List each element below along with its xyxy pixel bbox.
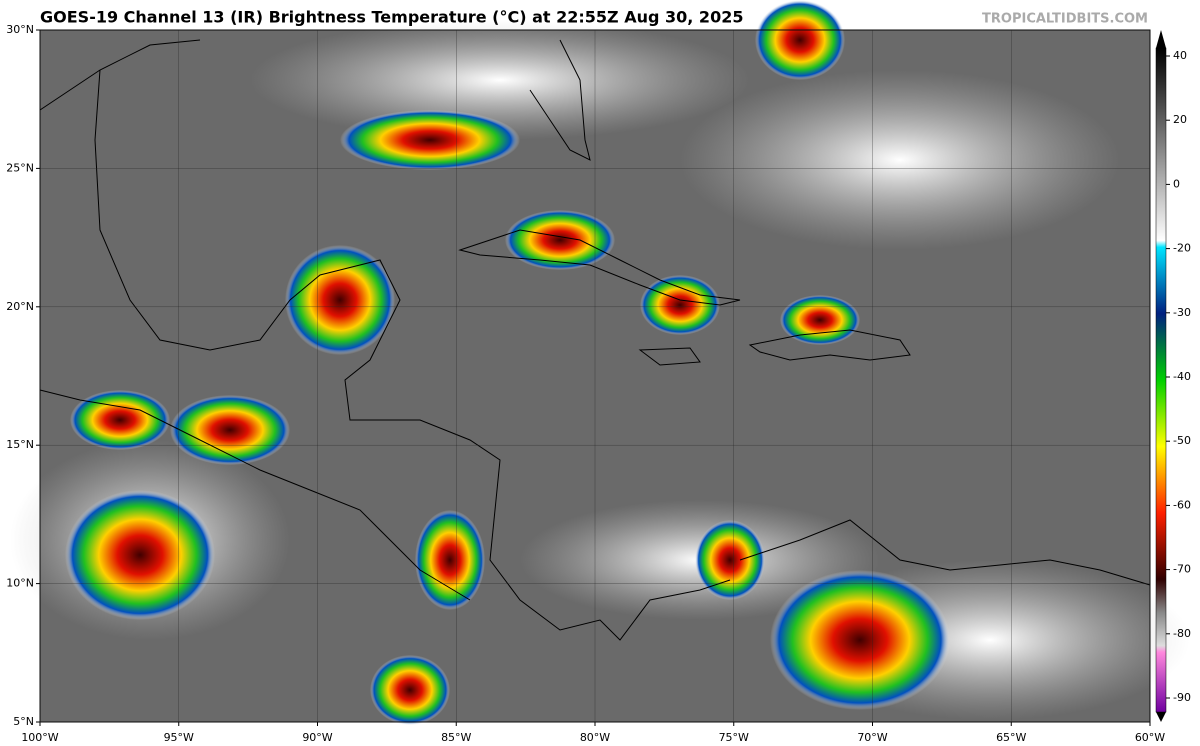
colorbar <box>1155 47 1167 713</box>
title: GOES-19 Channel 13 (IR) Brightness Tempe… <box>40 8 743 27</box>
colorbar-tick-label: -90 <box>1173 691 1191 704</box>
colorbar-tick-label: -50 <box>1173 434 1191 447</box>
colorbar-tick-label: -30 <box>1173 306 1191 319</box>
lon-tick-label: 80°W <box>580 731 610 744</box>
lon-tick-label: 100°W <box>21 731 58 744</box>
colorbar-tick-label: -70 <box>1173 563 1191 576</box>
colorbar-tick-label: 20 <box>1173 113 1187 126</box>
lon-tick-label: 75°W <box>719 731 749 744</box>
lon-tick-label: 65°W <box>996 731 1026 744</box>
lon-tick-label: 85°W <box>441 731 471 744</box>
colorbar-tick-label: -60 <box>1173 498 1191 511</box>
lon-tick-label: 95°W <box>164 731 194 744</box>
lat-tick-label: 25°N <box>6 161 34 174</box>
colorbar-tick-label: 40 <box>1173 49 1187 62</box>
cloud-imagery <box>10 0 1190 725</box>
colorbar-tick-label: -20 <box>1173 242 1191 255</box>
colorbar-tick-label: -40 <box>1173 370 1191 383</box>
lon-tick-label: 90°W <box>302 731 332 744</box>
lat-tick-label: 10°N <box>6 577 34 590</box>
lat-tick-label: 20°N <box>6 300 34 313</box>
colorbar-tick-label: -80 <box>1173 627 1191 640</box>
lat-tick-label: 15°N <box>6 438 34 451</box>
lat-tick-label: 5°N <box>13 715 34 728</box>
colorbar-tick-label: 0 <box>1173 177 1180 190</box>
coastlines <box>39 39 1151 641</box>
lat-tick-label: 30°N <box>6 23 34 36</box>
site-credit: TROPICALTIDBITS.COM <box>982 12 1148 27</box>
lon-tick-label: 60°W <box>1135 731 1165 744</box>
lon-tick-label: 70°W <box>857 731 887 744</box>
